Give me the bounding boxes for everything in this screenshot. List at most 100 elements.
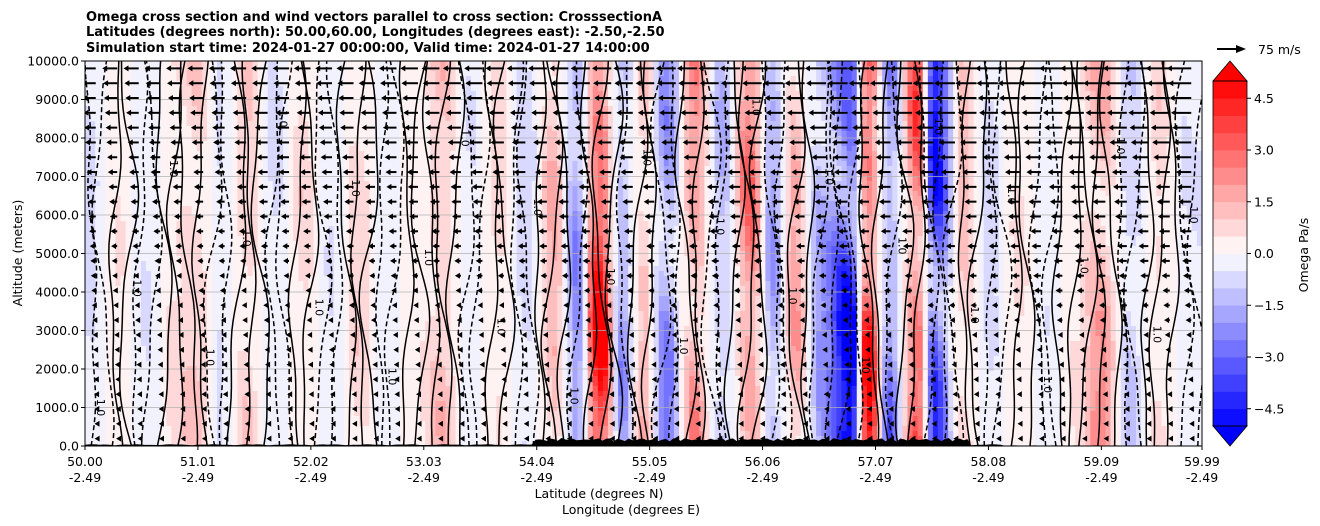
omega-cell [659,146,665,152]
omega-cell [506,136,512,142]
omega-cell [1156,161,1162,167]
omega-cell [1004,146,1010,152]
omega-cell [161,166,167,172]
omega-cell [1156,116,1162,122]
omega-cell [974,136,980,142]
omega-cell [684,76,690,82]
omega-cell [908,101,914,107]
plot-area: 1.01.01.01.01.01.01.01.01.01.01.01.01.01… [81,61,1205,447]
omega-cell [776,101,782,107]
omega-cell [689,86,695,92]
omega-cell [527,116,533,122]
omega-cell [379,71,385,77]
omega-cell [1029,136,1035,142]
omega-cell [476,121,482,127]
omega-cell [90,136,96,142]
omega-cell [110,116,116,122]
omega-cell [1055,116,1061,122]
omega-cell [654,141,660,147]
omega-cell [420,151,426,157]
omega-cell [517,71,523,77]
omega-cell [537,131,543,137]
omega-cell [867,151,873,157]
omega-cell [253,171,259,177]
omega-cell [1034,121,1040,127]
omega-cell [232,166,238,172]
omega-cell [440,86,446,92]
omega-cell [192,131,198,137]
omega-cell [1106,101,1112,107]
omega-cell [506,106,512,112]
omega-cell [715,86,721,92]
omega-cell [1055,106,1061,112]
omega-cell [999,151,1005,157]
omega-cell [212,131,218,137]
omega-cell [161,146,167,152]
omega-cell [633,116,639,122]
omega-cell [532,151,538,157]
omega-cell [974,91,980,97]
omega-cell [745,131,751,137]
omega-cell [491,86,497,92]
omega-cell [100,151,106,157]
omega-cell [872,91,878,97]
omega-cell [679,161,685,167]
omega-cell [390,91,396,97]
omega-cell [572,156,578,162]
omega-cell [1060,101,1066,107]
omega-cell [603,131,609,137]
omega-cell [166,106,172,112]
omega-cell [821,101,827,107]
omega-cell [811,86,817,92]
omega-cell [319,146,325,152]
omega-cell [623,101,629,107]
omega-cell [689,166,695,172]
omega-cell [95,111,101,117]
omega-cell [877,106,883,112]
omega-cell [435,71,441,77]
omega-cell [887,121,893,127]
omega-cell [1075,161,1081,167]
omega-cell [908,61,914,67]
omega-cell [1045,131,1051,137]
omega-cell [684,101,690,107]
omega-cell [1136,71,1142,77]
omega-cell [633,161,639,167]
omega-cell [369,166,375,172]
omega-cell [928,136,934,142]
omega-cell [374,76,380,82]
omega-cell [349,161,355,167]
omega-cell [715,146,721,152]
omega-cell [928,106,934,112]
omega-cell [816,121,822,127]
omega-cell [750,161,756,167]
omega-cell [608,121,614,127]
omega-cell [471,116,477,122]
omega-cell [329,161,335,167]
omega-cell [319,106,325,112]
omega-cell [867,121,873,127]
omega-cell [694,71,700,77]
omega-cell [232,86,238,92]
omega-cell [664,61,670,67]
omega-cell [862,86,868,92]
omega-cell [765,136,771,142]
omega-cell [572,151,578,157]
omega-cell [786,161,792,167]
omega-cell [415,61,421,67]
omega-cell [1080,91,1086,97]
omega-cell [989,86,995,92]
omega-cell [532,86,538,92]
omega-cell [831,91,837,97]
omega-cell [628,71,634,77]
omega-cell [1029,71,1035,77]
omega-cell [1060,91,1066,97]
omega-cell [430,71,436,77]
omega-cell [268,166,274,172]
omega-cell [334,76,340,82]
omega-cell [908,91,914,97]
omega-cell [227,61,233,67]
omega-cell [638,101,644,107]
omega-cell [258,161,264,167]
omega-cell [187,116,193,122]
